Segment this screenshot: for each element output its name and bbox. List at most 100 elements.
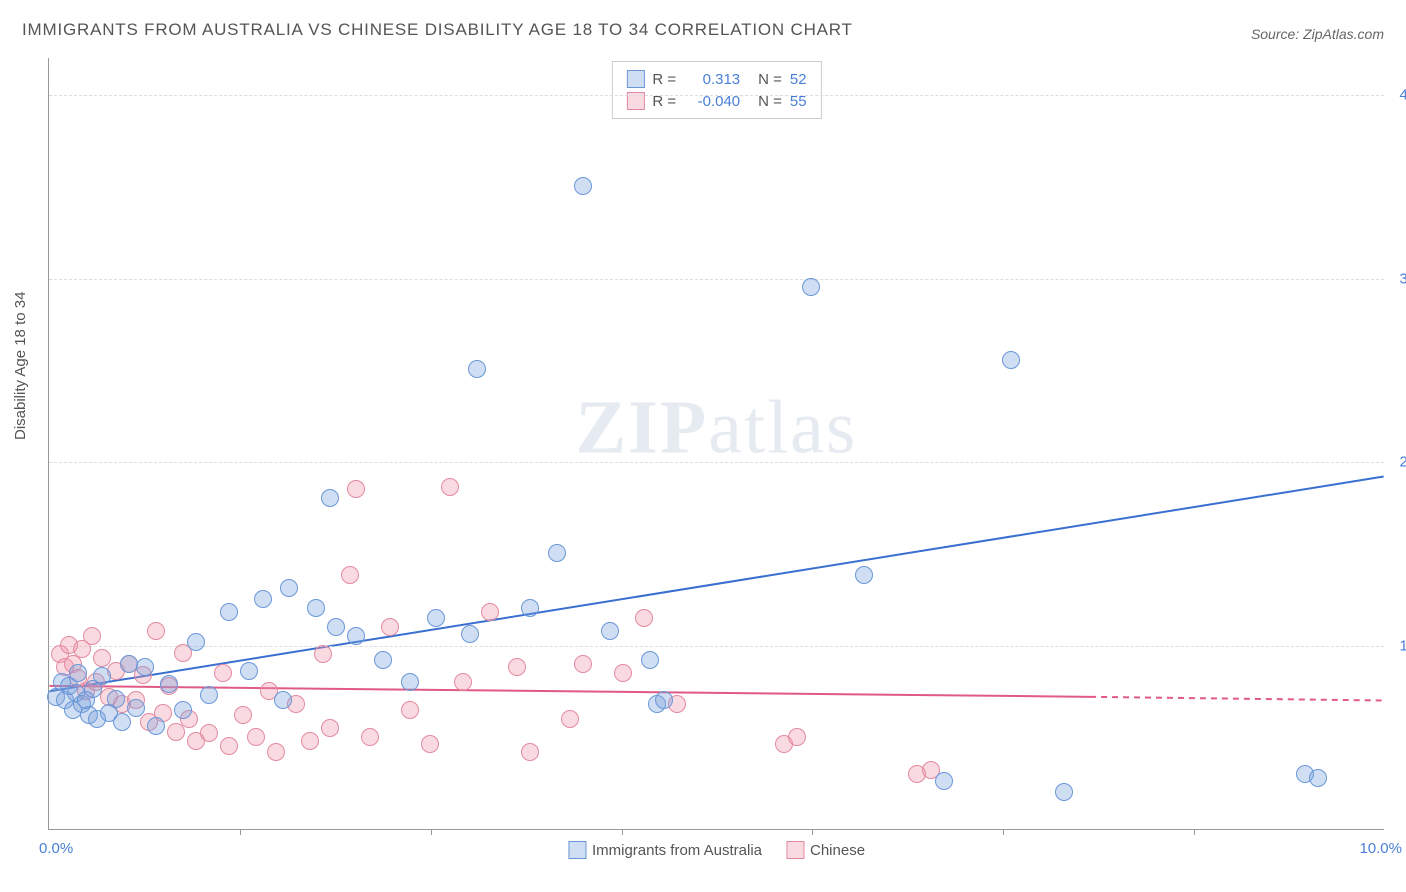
- data-point: [381, 618, 399, 636]
- data-point: [174, 701, 192, 719]
- data-point: [147, 717, 165, 735]
- data-point: [187, 633, 205, 651]
- data-point: [1309, 769, 1327, 787]
- legend-label: Immigrants from Australia: [592, 842, 762, 859]
- data-point: [427, 609, 445, 627]
- data-point: [561, 710, 579, 728]
- source-attribution: Source: ZipAtlas.com: [1251, 26, 1384, 42]
- data-point: [113, 713, 131, 731]
- legend-swatch: [626, 70, 644, 88]
- data-point: [802, 278, 820, 296]
- chart-title: IMMIGRANTS FROM AUSTRALIA VS CHINESE DIS…: [22, 20, 853, 40]
- plot-area: ZIPatlas R =0.313N =52R =-0.040N =55 Imm…: [48, 58, 1384, 830]
- data-point: [301, 732, 319, 750]
- data-point: [347, 480, 365, 498]
- data-point: [548, 544, 566, 562]
- x-tick-mark: [812, 829, 813, 835]
- data-point: [521, 599, 539, 617]
- data-point: [240, 662, 258, 680]
- data-point: [614, 664, 632, 682]
- data-point: [468, 360, 486, 378]
- data-point: [69, 664, 87, 682]
- watermark: ZIPatlas: [576, 385, 858, 472]
- data-point: [461, 625, 479, 643]
- data-point: [321, 489, 339, 507]
- legend-label: Chinese: [810, 842, 865, 859]
- data-point: [521, 743, 539, 761]
- x-tick-mark: [1003, 829, 1004, 835]
- r-label: R =: [652, 71, 676, 88]
- data-point: [454, 673, 472, 691]
- data-point: [220, 603, 238, 621]
- y-tick-label: 10.0%: [1399, 638, 1406, 655]
- x-tick-mark: [1194, 829, 1195, 835]
- data-point: [254, 590, 272, 608]
- data-point: [307, 599, 325, 617]
- series-legend: Immigrants from Australia Chinese: [568, 841, 865, 859]
- data-point: [274, 691, 292, 709]
- data-point: [314, 645, 332, 663]
- y-tick-label: 30.0%: [1399, 270, 1406, 287]
- legend-item: Chinese: [786, 841, 865, 859]
- data-point: [327, 618, 345, 636]
- y-axis-label: Disability Age 18 to 34: [12, 292, 29, 440]
- x-tick-mark: [622, 829, 623, 835]
- data-point: [855, 566, 873, 584]
- data-point: [401, 673, 419, 691]
- data-point: [247, 728, 265, 746]
- r-value: 0.313: [684, 71, 740, 88]
- trend-line: [49, 477, 1383, 692]
- data-point: [641, 651, 659, 669]
- n-value: 52: [790, 71, 807, 88]
- data-point: [1002, 351, 1020, 369]
- x-tick-last: 10.0%: [1359, 840, 1402, 857]
- gridline: [49, 646, 1384, 647]
- data-point: [574, 655, 592, 673]
- data-point: [120, 655, 138, 673]
- gridline: [49, 95, 1384, 96]
- data-point: [421, 735, 439, 753]
- data-point: [93, 667, 111, 685]
- data-point: [635, 609, 653, 627]
- data-point: [508, 658, 526, 676]
- data-point: [200, 724, 218, 742]
- data-point: [147, 622, 165, 640]
- data-point: [220, 737, 238, 755]
- x-tick-mark: [240, 829, 241, 835]
- data-point: [136, 658, 154, 676]
- data-point: [267, 743, 285, 761]
- gridline: [49, 279, 1384, 280]
- data-point: [214, 664, 232, 682]
- data-point: [127, 699, 145, 717]
- x-tick-mark: [431, 829, 432, 835]
- data-point: [347, 627, 365, 645]
- data-point: [200, 686, 218, 704]
- y-tick-label: 20.0%: [1399, 454, 1406, 471]
- data-point: [234, 706, 252, 724]
- legend-swatch: [568, 841, 586, 859]
- legend-row: R =-0.040N =55: [626, 90, 806, 112]
- data-point: [341, 566, 359, 584]
- data-point: [83, 627, 101, 645]
- data-point: [361, 728, 379, 746]
- data-point: [655, 691, 673, 709]
- data-point: [788, 728, 806, 746]
- data-point: [1055, 783, 1073, 801]
- data-point: [374, 651, 392, 669]
- legend-swatch: [786, 841, 804, 859]
- data-point: [321, 719, 339, 737]
- trend-line: [1090, 697, 1384, 701]
- data-point: [601, 622, 619, 640]
- n-label: N =: [758, 71, 782, 88]
- correlation-legend: R = 0.313 N = 52 R =-0.040N =55: [611, 61, 821, 119]
- legend-row: R = 0.313 N = 52: [626, 68, 806, 90]
- data-point: [107, 690, 125, 708]
- legend-item: Immigrants from Australia: [568, 841, 762, 859]
- data-point: [574, 177, 592, 195]
- data-point: [280, 579, 298, 597]
- data-point: [441, 478, 459, 496]
- data-point: [935, 772, 953, 790]
- y-tick-label: 40.0%: [1399, 86, 1406, 103]
- x-tick-first: 0.0%: [39, 840, 73, 857]
- data-point: [401, 701, 419, 719]
